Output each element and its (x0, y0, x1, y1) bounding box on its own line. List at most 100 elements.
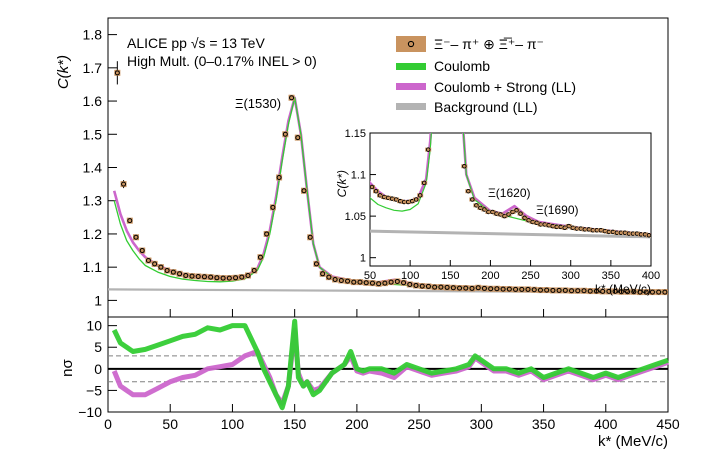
data-syst-box (487, 285, 494, 292)
data-point (444, 284, 450, 290)
residual-plot-frame (107, 316, 669, 413)
data-syst-box (419, 283, 426, 290)
inset-syst-box (421, 180, 428, 185)
data-point (612, 288, 618, 294)
inset-data-point (482, 207, 487, 212)
inset-syst-box (521, 215, 528, 220)
inset-data-point (514, 208, 519, 213)
legend: Ξ⁻– π⁺ ⊕ Ξ̅⁺– π⁻ Coulomb Coulomb + Stron… (396, 36, 576, 115)
inset-data-point (466, 188, 471, 194)
data-syst-box (574, 287, 581, 294)
inset-data-point (373, 188, 379, 194)
data-point (631, 289, 637, 295)
data-point (226, 275, 232, 281)
data-point (587, 288, 593, 294)
data-syst-box (375, 280, 382, 287)
data-point (376, 281, 382, 287)
data-point (363, 280, 369, 286)
inset-syst-box (537, 222, 544, 227)
data-point (264, 231, 270, 237)
data-syst-box (189, 273, 195, 280)
main-y-tick-label: 1.8 (83, 27, 103, 43)
data-point (562, 287, 568, 293)
data-syst-box (182, 272, 189, 279)
data-point (469, 285, 475, 291)
inset-label-xi1620: Ξ(1620) (488, 186, 531, 200)
inset-syst-box (389, 196, 396, 201)
main-curve-background (107, 288, 669, 294)
data-syst-box (388, 279, 395, 286)
data-point (201, 274, 207, 280)
inset-syst-box (617, 230, 624, 235)
data-point (382, 280, 388, 286)
inset-syst-box (425, 147, 432, 152)
inset-y-tick-label: 1 (360, 253, 366, 265)
data-point (575, 288, 581, 294)
inset-syst-box (461, 164, 468, 169)
data-point (301, 188, 307, 194)
inset-syst-box (601, 229, 608, 234)
inset-syst-box (533, 220, 540, 225)
data-syst-box (282, 131, 289, 138)
data-point (649, 289, 655, 295)
residual-y-tick-label: 10 (86, 318, 102, 334)
inset-syst-box (477, 205, 484, 210)
inset-syst-box (377, 193, 384, 198)
inset-syst-box (561, 225, 568, 230)
inset-syst-box (565, 224, 572, 229)
inset-syst-box (557, 224, 564, 229)
data-point (506, 286, 512, 292)
legend-label-data: Ξ⁻– π⁺ ⊕ Ξ̅⁺– π⁻ (434, 36, 544, 52)
data-syst-box (126, 217, 133, 224)
data-point (432, 284, 438, 290)
data-syst-box (587, 288, 594, 295)
data-point (407, 281, 413, 287)
data-syst-box (562, 287, 569, 294)
data-point (133, 234, 139, 240)
data-point (463, 285, 469, 291)
inset-syst-box (465, 189, 472, 194)
data-syst-box (325, 274, 332, 281)
data-point (425, 283, 431, 289)
data-syst-box (444, 284, 451, 291)
inset-syst-box (509, 209, 516, 214)
inset-syst-box (433, 23, 439, 27)
inset-syst-box (541, 222, 548, 227)
data-point (438, 284, 444, 290)
inset-plot-area: 1 1.05 1.1 1.15 50 100 150 200 250 300 350 400 (345, 23, 661, 282)
data-syst-box (512, 286, 519, 293)
data-point (513, 286, 519, 292)
inset-data-point (425, 147, 431, 152)
data-syst-box (581, 287, 587, 294)
inset-data-point (434, 23, 438, 27)
data-syst-box (637, 289, 643, 296)
data-syst-box (369, 280, 376, 287)
inset-x-tick-label: 350 (602, 270, 620, 282)
data-syst-box (226, 275, 233, 282)
data-point (494, 286, 500, 292)
data-point (158, 264, 164, 270)
x-tick-label: 150 (283, 416, 307, 432)
data-syst-box (400, 279, 407, 286)
inset-syst-box (373, 189, 380, 194)
data-syst-box (624, 288, 631, 295)
data-syst-box (531, 286, 538, 293)
x-tick-label: 400 (594, 416, 618, 432)
data-syst-box (425, 283, 432, 290)
inset-syst-box (493, 211, 500, 216)
data-point (326, 274, 332, 280)
data-syst-box (120, 181, 127, 188)
inset-syst-box (553, 224, 560, 229)
inset-syst-box (413, 197, 420, 202)
inset-syst-box (573, 226, 580, 231)
data-syst-box (157, 264, 164, 271)
inset-syst-box (397, 199, 404, 204)
inset-syst-box (485, 209, 492, 214)
inset-syst-box (577, 226, 584, 231)
inset-syst-box (621, 230, 628, 235)
inset-syst-box (609, 229, 616, 234)
data-syst-box (145, 257, 152, 264)
inset-syst-box (597, 228, 604, 233)
data-syst-box (257, 254, 264, 261)
